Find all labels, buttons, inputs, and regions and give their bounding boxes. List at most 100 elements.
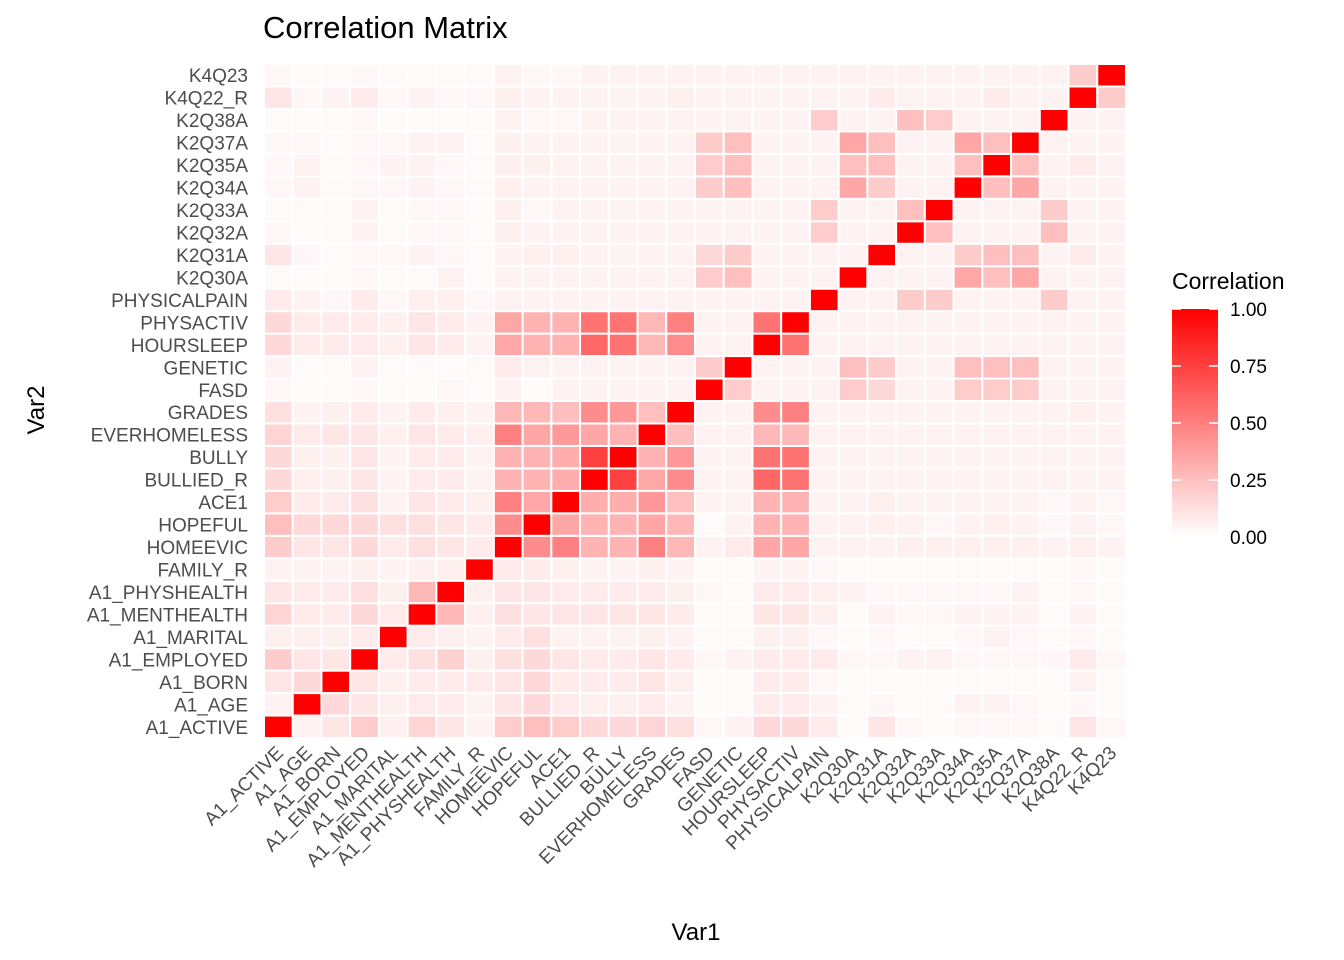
heatmap-cell-k4q23-bullied-r	[1096, 467, 1128, 492]
heatmap-cell-a1-age-homeevic	[291, 534, 323, 560]
heatmap-cell-ace1-k4q23	[550, 63, 582, 88]
heatmap-cell-k2q38a-ace1	[1038, 489, 1070, 515]
heatmap-cell-physicalpain-k2q37a	[808, 130, 840, 155]
heatmap-cell-a1-physhealth-k2q33a	[435, 197, 467, 223]
heatmap-cell-k2q38a-k2q38a	[1038, 107, 1070, 133]
heatmap-cell-bully-grades	[607, 400, 639, 425]
heatmap-cell-k2q35a-hoursleep	[981, 332, 1013, 358]
heatmap-cell-k2q31a-k2q35a	[866, 152, 898, 178]
heatmap-cell-a1-menthealth-grades	[406, 400, 438, 425]
heatmap-cell-k2q37a-hoursleep	[1010, 332, 1041, 358]
heatmap-cell-ace1-k2q34a	[550, 175, 582, 200]
heatmap-cell-a1-marital-k2q37a	[377, 130, 409, 155]
heatmap-cell-physactiv-a1-physhealth	[780, 579, 811, 605]
heatmap-cell-k2q35a-k2q38a	[981, 107, 1013, 133]
heatmap-cell-k2q30a-a1-born	[837, 669, 869, 695]
heatmap-cell-a1-age-k2q30a	[291, 265, 323, 290]
heatmap-cell-homeevic-a1-employed	[492, 647, 524, 672]
heatmap-cell-family-r-k4q22-r	[464, 85, 495, 110]
heatmap-cell-k2q31a-physactiv	[866, 310, 898, 335]
heatmap-cell-everhomeless-k4q23	[636, 63, 668, 88]
heatmap-cell-a1-employed-everhomeless	[349, 422, 380, 447]
heatmap-cell-k2q33a-a1-menthealth	[923, 602, 955, 627]
heatmap-cell-k2q31a-a1-active	[866, 714, 898, 739]
y-tick-label-k2q32a: K2Q32A	[176, 224, 248, 245]
heatmap-cell-bullied-r-fasd	[579, 377, 610, 402]
heatmap-cell-k2q38a-a1-born	[1038, 669, 1070, 695]
heatmap-cell-k2q34a-a1-born	[952, 669, 984, 695]
heatmap-cell-grades-k4q23	[665, 63, 696, 88]
heatmap-cell-hoursleep-k4q22-r	[751, 85, 783, 110]
heatmap-cell-k2q30a-k4q23	[837, 63, 869, 88]
heatmap-cell-k2q37a-everhomeless	[1010, 422, 1041, 447]
heatmap-cell-a1-physhealth-genetic	[435, 355, 467, 380]
heatmap-cell-a1-born-a1-employed	[320, 647, 352, 672]
heatmap-cell-a1-physhealth-k2q34a	[435, 175, 467, 200]
heatmap-cell-k2q38a-k2q30a	[1038, 265, 1070, 290]
heatmap-cell-fasd-a1-active	[694, 714, 725, 739]
heatmap-cell-k2q31a-a1-age	[866, 692, 898, 717]
heatmap-cell-k2q32a-k2q37a	[895, 130, 926, 155]
heatmap-cell-k2q35a-grades	[981, 400, 1013, 425]
heatmap-cell-bullied-r-physactiv	[579, 310, 610, 335]
heatmap-cell-fasd-family-r	[694, 557, 725, 582]
heatmap-cell-fasd-a1-employed	[694, 647, 725, 672]
heatmap-cell-a1-age-k4q22-r	[291, 85, 323, 110]
y-tick-labels: A1_ACTIVEA1_AGEA1_BORNA1_EMPLOYEDA1_MARI…	[87, 66, 249, 739]
heatmap-cell-homeevic-k2q35a	[492, 152, 524, 178]
heatmap-cell-k4q23-bully	[1096, 444, 1128, 470]
heatmap-cell-a1-active-a1-active	[263, 714, 294, 739]
heatmap-cell-everhomeless-grades	[636, 400, 668, 425]
heatmap-cell-physicalpain-k4q22-r	[808, 85, 840, 110]
heatmap-cell-a1-physhealth-k2q38a	[435, 107, 467, 133]
heatmap-cell-a1-menthealth-k4q23	[406, 63, 438, 88]
heatmap-cell-genetic-k2q31a	[722, 242, 754, 268]
heatmap-cell-a1-active-hoursleep	[263, 332, 294, 358]
heatmap-cell-ace1-bullied-r	[550, 467, 582, 492]
heatmap-cell-k2q30a-physicalpain	[837, 287, 869, 313]
heatmap-cell-physicalpain-k2q35a	[808, 152, 840, 178]
heatmap-cell-k2q33a-k2q35a	[923, 152, 955, 178]
heatmap-cell-physactiv-a1-active	[780, 714, 811, 739]
heatmap-cell-genetic-k2q32a	[722, 220, 754, 245]
heatmap-cell-a1-menthealth-k2q37a	[406, 130, 438, 155]
y-tick-label-physicalpain: PHYSICALPAIN	[111, 291, 248, 312]
heatmap-cell-family-r-everhomeless	[464, 422, 495, 447]
heatmap-cell-a1-employed-k2q34a	[349, 175, 380, 200]
heatmap-cell-ace1-a1-employed	[550, 647, 582, 672]
heatmap-cell-a1-age-a1-menthealth	[291, 602, 323, 627]
heatmap-cell-bully-everhomeless	[607, 422, 639, 447]
heatmap-cell-k2q33a-k2q31a	[923, 242, 955, 268]
heatmap-cell-a1-born-k2q32a	[320, 220, 352, 245]
heatmap-cell-a1-active-hopeful	[263, 512, 294, 537]
heatmap-cell-a1-menthealth-everhomeless	[406, 422, 438, 447]
heatmap-cell-genetic-a1-employed	[722, 647, 754, 672]
heatmap-cell-bullied-r-a1-employed	[579, 647, 610, 672]
heatmap-cell-k2q37a-fasd	[1010, 377, 1041, 402]
heatmap-cell-everhomeless-bullied-r	[636, 467, 668, 492]
heatmap-cell-a1-marital-grades	[377, 400, 409, 425]
heatmap-cell-a1-born-k2q38a	[320, 107, 352, 133]
heatmap-cell-physactiv-k2q38a	[780, 107, 811, 133]
heatmap-cell-k2q37a-k4q22-r	[1010, 85, 1041, 110]
y-tick-label-hoursleep: HOURSLEEP	[131, 336, 248, 357]
heatmap-cell-fasd-physactiv	[694, 310, 725, 335]
heatmap-cell-bullied-r-k4q22-r	[579, 85, 610, 110]
heatmap-cell-a1-physhealth-a1-physhealth	[435, 579, 467, 605]
heatmap-cell-k2q33a-k4q23	[923, 63, 955, 88]
heatmap-cell-a1-marital-k4q22-r	[377, 85, 409, 110]
heatmap-cell-k2q32a-a1-marital	[895, 624, 926, 650]
heatmap-cell-k4q22-r-k4q22-r	[1067, 85, 1099, 110]
heatmap-cell-a1-menthealth-family-r	[406, 557, 438, 582]
heatmap-cell-k2q34a-family-r	[952, 557, 984, 582]
heatmap-cell-ace1-a1-age	[550, 692, 582, 717]
heatmap-cell-homeevic-k2q38a	[492, 107, 524, 133]
heatmap-cell-hoursleep-ace1	[751, 489, 783, 515]
heatmap-cell-k2q37a-physicalpain	[1010, 287, 1041, 313]
heatmap-cell-fasd-hopeful	[694, 512, 725, 537]
heatmap-cell-k2q31a-k2q31a	[866, 242, 898, 268]
heatmap-cell-k2q30a-k2q30a	[837, 265, 869, 290]
chart-title: Correlation Matrix	[263, 10, 508, 45]
heatmap-cell-k4q23-a1-born	[1096, 669, 1128, 695]
heatmap-cell-physactiv-k2q34a	[780, 175, 811, 200]
